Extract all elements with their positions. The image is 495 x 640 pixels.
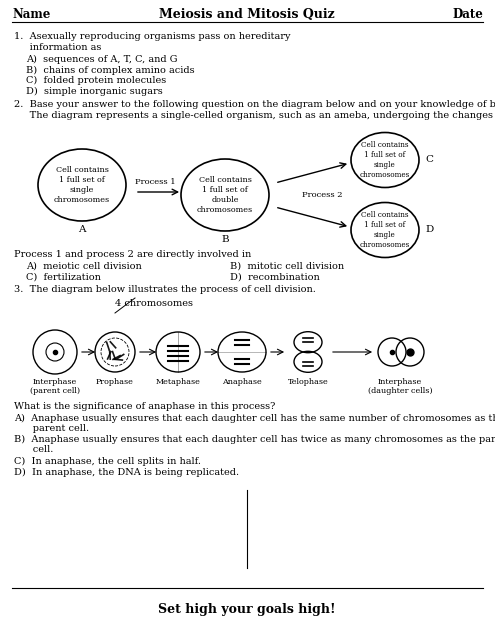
- Text: Meiosis and Mitosis Quiz: Meiosis and Mitosis Quiz: [159, 8, 335, 20]
- Text: D: D: [425, 225, 433, 234]
- Text: B)  Anaphase usually ensures that each daughter cell has twice as many chromosom: B) Anaphase usually ensures that each da…: [14, 435, 495, 444]
- Text: D)  recombination: D) recombination: [230, 273, 320, 282]
- Text: Process 1 and process 2 are directly involved in: Process 1 and process 2 are directly inv…: [14, 250, 251, 259]
- Text: Name: Name: [12, 8, 50, 20]
- Text: B)  mitotic cell division: B) mitotic cell division: [230, 262, 344, 271]
- Text: What is the significance of anaphase in this process?: What is the significance of anaphase in …: [14, 402, 275, 411]
- Text: A: A: [78, 225, 86, 234]
- Text: 2.  Base your answer to the following question on the diagram below and on your : 2. Base your answer to the following que…: [14, 100, 495, 109]
- Text: Interphase
(daughter cells): Interphase (daughter cells): [368, 378, 432, 395]
- Text: Process 1: Process 1: [135, 178, 175, 186]
- Text: A)  meiotic cell division: A) meiotic cell division: [26, 262, 142, 271]
- Text: information as: information as: [14, 43, 101, 52]
- Text: Prophase: Prophase: [96, 378, 134, 386]
- Text: cell.: cell.: [14, 445, 53, 454]
- Text: 4 chromosomes: 4 chromosomes: [115, 299, 193, 308]
- Text: B)  chains of complex amino acids: B) chains of complex amino acids: [26, 65, 195, 75]
- Text: Set high your goals high!: Set high your goals high!: [158, 604, 336, 616]
- Text: C)  fertilization: C) fertilization: [26, 273, 101, 282]
- Text: Cell contains
1 full set of
single
chromosomes: Cell contains 1 full set of single chrom…: [360, 141, 410, 179]
- Text: C)  folded protein molecules: C) folded protein molecules: [26, 76, 166, 85]
- Text: Anaphase: Anaphase: [222, 378, 262, 386]
- Text: A)  Anaphase usually ensures that each daughter cell has the same number of chro: A) Anaphase usually ensures that each da…: [14, 414, 495, 423]
- Text: A)  sequences of A, T, C, and G: A) sequences of A, T, C, and G: [26, 55, 178, 64]
- Text: 1.  Asexually reproducing organisms pass on hereditary: 1. Asexually reproducing organisms pass …: [14, 32, 291, 41]
- Text: Cell contains
1 full set of
single
chromosomes: Cell contains 1 full set of single chrom…: [54, 166, 110, 204]
- Text: parent cell.: parent cell.: [14, 424, 89, 433]
- Text: Metaphase: Metaphase: [155, 378, 200, 386]
- Text: 3.  The diagram below illustrates the process of cell division.: 3. The diagram below illustrates the pro…: [14, 285, 316, 294]
- Text: Telophase: Telophase: [288, 378, 328, 386]
- Text: Date: Date: [452, 8, 483, 20]
- Text: C)  In anaphase, the cell splits in half.: C) In anaphase, the cell splits in half.: [14, 457, 201, 466]
- Text: D)  simple inorganic sugars: D) simple inorganic sugars: [26, 86, 163, 95]
- Text: C: C: [425, 156, 433, 164]
- Text: Process 2: Process 2: [302, 191, 343, 199]
- Text: Cell contains
1 full set of
single
chromosomes: Cell contains 1 full set of single chrom…: [360, 211, 410, 249]
- Text: Interphase
(parent cell): Interphase (parent cell): [30, 378, 80, 395]
- Text: D)  In anaphase, the DNA is being replicated.: D) In anaphase, the DNA is being replica…: [14, 468, 239, 477]
- Text: The diagram represents a single-celled organism, such as an ameba, undergoing th: The diagram represents a single-celled o…: [14, 111, 495, 120]
- Text: B: B: [221, 235, 229, 244]
- Text: Cell contains
1 full set of
double
chromosomes: Cell contains 1 full set of double chrom…: [197, 176, 253, 214]
